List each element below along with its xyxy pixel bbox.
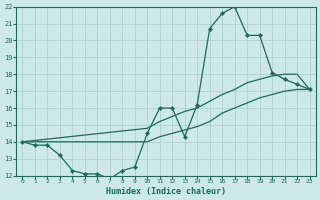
X-axis label: Humidex (Indice chaleur): Humidex (Indice chaleur) <box>106 187 226 196</box>
